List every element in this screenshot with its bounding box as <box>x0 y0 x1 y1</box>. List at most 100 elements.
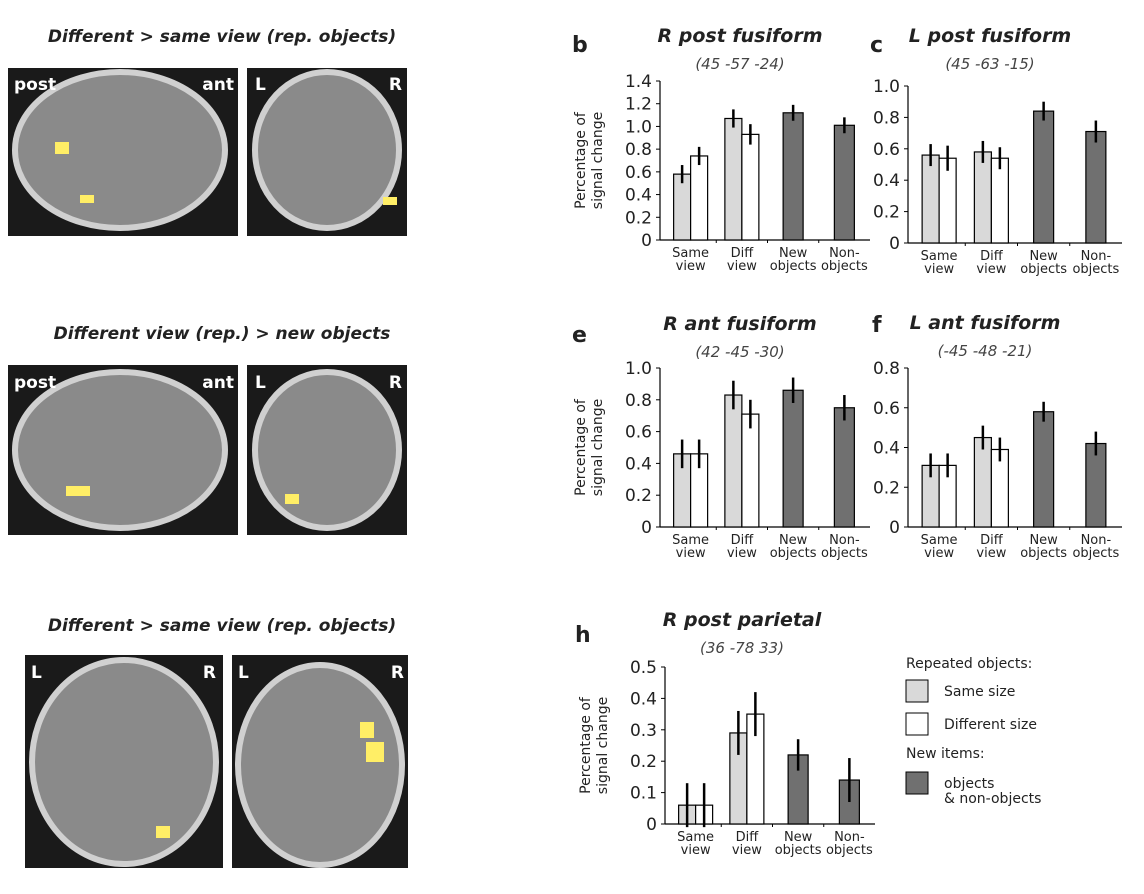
bar <box>673 173 692 241</box>
legend-swatch <box>905 679 929 703</box>
bar <box>921 154 940 244</box>
y-tick-label: 0.6 <box>873 140 900 160</box>
image-title: Different > same view (rep. objects) <box>48 616 396 636</box>
x-tick-label: Diff view <box>727 533 757 561</box>
panel-letter: h <box>575 623 591 648</box>
brain <box>12 69 228 231</box>
activation <box>383 197 397 205</box>
y-tick-label: 0.4 <box>630 689 657 709</box>
y-tick-label: 1.4 <box>625 72 652 92</box>
image-label: post <box>14 373 56 393</box>
y-axis-label: Percentage ofsignal change <box>573 398 606 496</box>
y-tick-label: 0.6 <box>625 163 652 183</box>
legend-label: objects & non-objects <box>944 776 1041 807</box>
image-label: L <box>238 663 249 683</box>
bar <box>782 389 804 528</box>
image-label: R <box>203 663 216 683</box>
y-tick-label: 0 <box>889 518 900 538</box>
y-tick-label: 0.8 <box>625 391 652 411</box>
bar <box>833 124 855 241</box>
brain <box>12 369 228 531</box>
x-tick-label: New objects <box>770 533 817 561</box>
activation <box>55 142 69 154</box>
bar <box>741 133 760 241</box>
x-tick-label: Diff view <box>976 533 1006 561</box>
legend-swatch <box>905 712 929 736</box>
image-label: ant <box>202 75 234 95</box>
y-tick-label: 0.2 <box>873 478 900 498</box>
bar <box>973 436 992 528</box>
x-tick-label: Diff view <box>732 830 762 858</box>
y-tick-label: 1.0 <box>625 117 652 137</box>
y-tick-label: 0.2 <box>625 208 652 228</box>
bar <box>973 151 992 244</box>
y-tick-label: 0.5 <box>630 658 657 678</box>
bar <box>1085 130 1107 244</box>
y-tick-label: 0.6 <box>625 423 652 443</box>
x-tick-label: New objects <box>1020 249 1067 277</box>
chart-title: R post parietal <box>663 609 822 631</box>
y-tick-label: 0.3 <box>630 721 657 741</box>
x-tick-label: New objects <box>775 830 822 858</box>
brain <box>252 69 402 231</box>
y-tick-label: 0.2 <box>630 752 657 772</box>
chart-title: L ant fusiform <box>910 312 1061 334</box>
y-tick-label: 0.4 <box>625 454 652 474</box>
chart: R post parietal (36 -78 33) h Percentage of… <box>575 609 1041 858</box>
y-tick-label: 0.8 <box>625 140 652 160</box>
y-tick-label: 1.0 <box>873 77 900 97</box>
y-tick-label: 0.8 <box>873 108 900 128</box>
image-label: L <box>255 75 266 95</box>
activation <box>156 826 170 838</box>
y-tick-label: 0.4 <box>873 439 900 459</box>
y-tick-label: 0 <box>641 518 652 538</box>
bar <box>782 112 804 241</box>
y-axis-label: Percentage ofsignal change <box>573 111 606 209</box>
x-tick-label: Diff view <box>727 246 757 274</box>
legend-label: Same size <box>944 684 1015 700</box>
chart: L post fusiform (45 -63 -15) c 0 0.2 0.4 0.6 0.… <box>870 25 1122 277</box>
y-tick-label: 0.4 <box>625 186 652 206</box>
image-title: Different > same view (rep. objects) <box>48 27 396 47</box>
image-label: post <box>14 75 56 95</box>
y-tick-label: 0 <box>889 234 900 254</box>
chart-title: L post fusiform <box>909 25 1071 47</box>
y-tick-label: 0 <box>641 231 652 251</box>
image-title: Different view (rep.) > new objects <box>54 324 391 344</box>
legend-label: Different size <box>944 717 1037 733</box>
chart: R post fusiform (45 -57 -24) b Percentage o… <box>572 25 870 274</box>
activation <box>360 722 374 738</box>
bar <box>1033 110 1055 244</box>
bar <box>990 157 1009 244</box>
brain <box>235 662 405 868</box>
chart: L ant fusiform (-45 -48 -21) f 0 0.2 0.4 0.6 0.… <box>872 312 1122 561</box>
y-tick-label: 0 <box>646 815 657 835</box>
bar <box>724 117 743 241</box>
image-label: R <box>389 373 402 393</box>
x-tick-label: Non-objects <box>821 246 868 274</box>
chart-subtitle: (45 -57 -24) <box>695 55 784 73</box>
chart-title: R post fusiform <box>657 25 822 47</box>
chart-subtitle: (-45 -48 -21) <box>938 342 1033 360</box>
image-label: ant <box>202 373 234 393</box>
bar <box>833 407 855 528</box>
chart-subtitle: (36 -78 33) <box>700 639 784 657</box>
x-tick-label: Same view <box>672 246 709 274</box>
legend-heading: Repeated objects: <box>906 656 1032 672</box>
x-tick-label: Non-objects <box>821 533 868 561</box>
bar <box>1085 442 1107 528</box>
bar <box>938 157 957 244</box>
activation <box>366 742 384 762</box>
chart-subtitle: (42 -45 -30) <box>695 343 784 361</box>
y-axis-label: Percentage ofsignal change <box>578 696 611 794</box>
image-label: L <box>31 663 42 683</box>
panel-letter: c <box>870 33 883 58</box>
y-tick-label: 0.4 <box>873 171 900 191</box>
y-tick-label: 0.1 <box>630 784 657 804</box>
activation <box>66 486 90 496</box>
chart-title: R ant fusiform <box>663 313 816 335</box>
brain-images: Different > same view (rep. objects) pos… <box>8 27 408 868</box>
y-tick-label: 1.0 <box>625 359 652 379</box>
x-tick-label: Same view <box>672 533 709 561</box>
